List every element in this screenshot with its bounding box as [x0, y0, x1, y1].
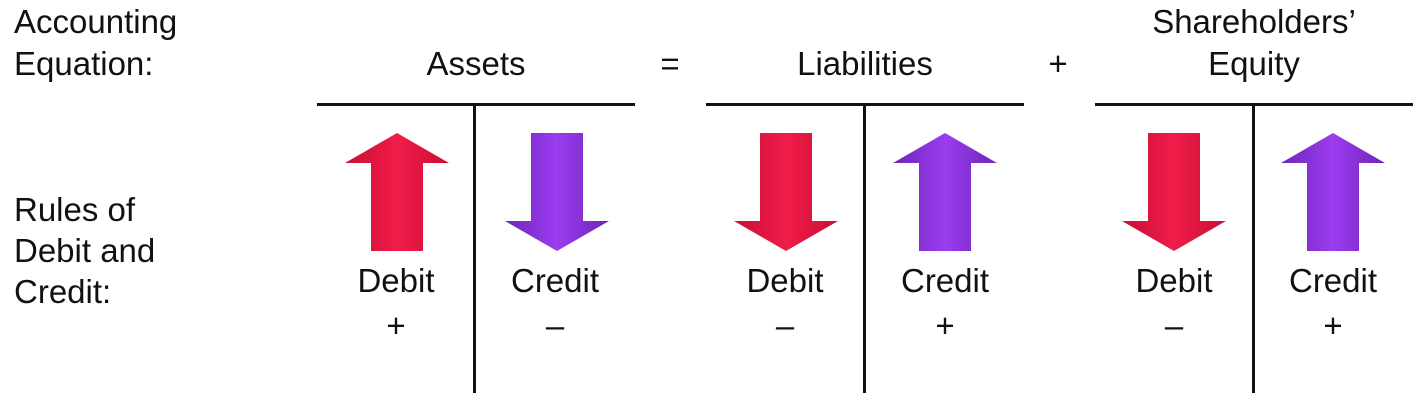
rules-label-line1: Rules of — [14, 191, 136, 228]
liabilities-credit-arrow-up-icon — [893, 133, 997, 251]
equals-sign: = — [660, 45, 680, 82]
equity-debit-label: Debit — [1135, 262, 1213, 299]
rules-label-line3: Credit: — [14, 273, 112, 310]
equation-label-line2: Equation: — [14, 45, 154, 82]
equity-t-account-divider — [1252, 103, 1255, 393]
liabilities-debit-arrow-down-icon — [734, 133, 838, 251]
equity-debit-sign: – — [1164, 307, 1184, 344]
assets-title: Assets — [426, 45, 526, 82]
assets-debit-sign: + — [386, 307, 406, 344]
assets-t-account-divider — [473, 103, 476, 393]
liabilities-credit-label: Credit — [900, 262, 990, 299]
equity-credit-sign: + — [1323, 307, 1343, 344]
liabilities-debit-sign: – — [775, 307, 795, 344]
rules-label-line2: Debit and — [14, 232, 156, 269]
assets-debit-label: Debit — [357, 262, 435, 299]
assets-t-account-top — [317, 103, 635, 106]
liabilities-title: Liabilities — [797, 45, 933, 82]
assets-credit-sign: – — [545, 307, 565, 344]
equity-title-line2: Equity — [1208, 45, 1300, 82]
assets-credit-label: Credit — [510, 262, 600, 299]
assets-debit-arrow-up-icon — [345, 133, 449, 251]
plus-sign: + — [1048, 45, 1068, 82]
equation-label-line1: Accounting — [14, 3, 178, 40]
equity-title-line1: Shareholders’ — [1152, 3, 1356, 40]
equity-credit-label: Credit — [1288, 262, 1378, 299]
liabilities-credit-sign: + — [935, 307, 955, 344]
liabilities-debit-label: Debit — [746, 262, 824, 299]
liabilities-t-account-divider — [863, 103, 866, 393]
equity-credit-arrow-up-icon — [1281, 133, 1385, 251]
equity-debit-arrow-down-icon — [1122, 133, 1226, 251]
assets-credit-arrow-down-icon — [505, 133, 609, 251]
